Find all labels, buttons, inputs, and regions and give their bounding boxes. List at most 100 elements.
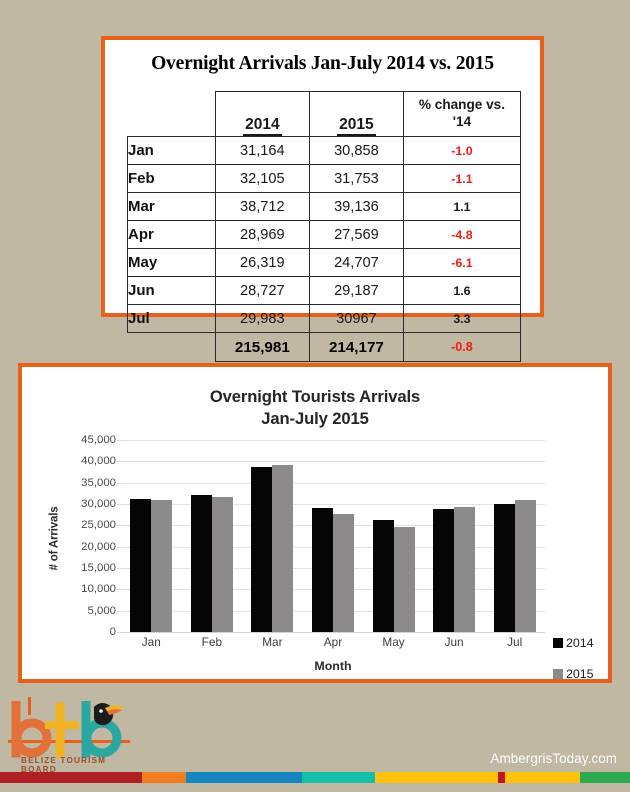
overnight-arrivals-table-panel: Overnight Arrivals Jan-July 2014 vs. 201…	[101, 36, 544, 362]
y-tick-mark	[117, 589, 121, 591]
bar-2015-Jun	[454, 507, 476, 632]
stripe-segment-2	[185, 772, 303, 783]
cell-v2014: 29,983	[214, 304, 310, 333]
cell-pct: 1.1	[402, 192, 522, 221]
bar-group	[493, 440, 536, 632]
y-tick-label: 30,000	[81, 498, 116, 510]
header-cell-blank	[128, 92, 216, 137]
cell-pct: -4.8	[402, 220, 522, 249]
gridline	[121, 461, 545, 463]
bar-2015-May	[393, 526, 415, 632]
x-axis-label: Month	[314, 659, 352, 673]
total-2015: 214,177	[308, 332, 404, 362]
chart-title-line1: Overnight Tourists Arrivals	[209, 387, 421, 406]
table-row: Jul 29,983 30967 3.3	[127, 304, 522, 333]
header-label-pct-line1: % change vs.	[418, 97, 506, 113]
cell-month: Jun	[127, 276, 216, 305]
cell-month: Apr	[127, 220, 216, 249]
legend-swatch-2015	[553, 669, 563, 679]
x-axis-tick-labels: Jan Feb Mar Apr May Jun Jul	[121, 635, 545, 649]
cell-v2015: 31,753	[308, 164, 404, 193]
header-label-2014: 2014	[243, 116, 282, 136]
y-axis-label: # of Arrivals	[47, 506, 61, 571]
y-tick-mark	[117, 546, 121, 548]
y-tick-label: 40,000	[81, 455, 116, 468]
overnight-tourists-chart-panel: Overnight Tourists Arrivals Jan-July 201…	[18, 363, 612, 683]
bar-2014-Jul	[493, 504, 515, 632]
arrivals-table-body: Jan 31,164 30,858 -1.0 Feb 32,105 31,753 -1.1 Ma…	[127, 136, 522, 333]
btb-logo: BELIZE TOURISM BOARD	[8, 697, 134, 774]
bar-2015-Mar	[272, 465, 294, 632]
bar-2014-Apr	[311, 508, 333, 632]
x-tick-label: Jun	[444, 635, 464, 649]
cell-month: Mar	[127, 192, 216, 221]
cell-v2014: 28,969	[214, 220, 310, 249]
legend-item-2014: 2014	[553, 636, 594, 650]
bar-2014-Mar	[251, 466, 273, 632]
bar-group	[372, 440, 415, 632]
y-tick-label: 0	[109, 626, 116, 638]
y-tick-mark	[117, 525, 121, 527]
gridline	[121, 482, 545, 484]
cell-pct: 3.3	[402, 304, 522, 333]
chart-title-line2: Jan-July 2015	[261, 408, 369, 428]
y-tick-mark	[117, 610, 121, 612]
plot-area	[117, 440, 545, 633]
legend-swatch-2014	[553, 638, 563, 648]
gridline	[121, 504, 545, 505]
bar-group	[251, 440, 294, 632]
table-row: Feb 32,105 31,753 -1.1	[127, 164, 522, 193]
stripe-segment-6	[505, 772, 580, 783]
legend-label-2014: 2014	[566, 636, 594, 650]
cell-v2015: 27,569	[308, 220, 404, 249]
logo-accent-bar-middle	[8, 740, 130, 743]
y-tick-mark	[117, 482, 121, 484]
stripe-segment-1	[141, 772, 186, 783]
logo-tagline: BELIZE TOURISM BOARD	[21, 756, 107, 774]
header-cell-2014: 2014	[214, 91, 310, 137]
stripe-segment-5	[497, 772, 506, 783]
x-tick-label: Feb	[201, 635, 222, 649]
cell-v2014: 26,319	[214, 248, 310, 277]
bar-2015-Feb	[211, 496, 233, 632]
watermark-amber gristoday: AmbergrisToday.com	[490, 751, 617, 766]
stripe-segment-4	[374, 772, 498, 783]
bar-2014-Feb	[190, 495, 212, 632]
y-tick-label: 25,000	[81, 519, 116, 532]
y-tick-mark	[117, 632, 121, 633]
logo-lettermark-icon	[11, 701, 124, 758]
x-tick-label: Mar	[262, 635, 283, 649]
bar-series-container	[121, 440, 545, 632]
chart-legend: 2014 2015	[553, 636, 594, 698]
plot-area-wrapper: # of Arrivals 0 5,000 10,000 15,000 20,000 25…	[22, 434, 608, 681]
table-row: Apr 28,969 27,569 -4.8	[127, 220, 522, 249]
y-tick-mark	[117, 440, 121, 441]
table-row: May 26,319 24,707 -6.1	[127, 248, 522, 277]
cell-v2015: 30967	[308, 304, 404, 333]
header-label-pct-line2: '14	[452, 114, 472, 129]
cell-month: Jan	[127, 136, 216, 165]
header-cell-2015: 2015	[308, 91, 404, 137]
y-tick-label: 45,000	[81, 434, 116, 446]
total-pct-change: -0.8	[402, 332, 522, 362]
x-tick-label: May	[382, 635, 405, 649]
gridline	[121, 440, 545, 441]
bar-group	[190, 440, 233, 632]
cell-v2015: 30,858	[308, 136, 404, 165]
x-tick-label: Jul	[507, 635, 523, 649]
stripe-segment-3	[302, 772, 375, 783]
table-title: Overnight Arrivals Jan-July 2014 vs. 201…	[151, 53, 494, 74]
y-tick-label: 15,000	[81, 562, 116, 574]
bar-2015-Apr	[332, 514, 354, 632]
bar-group	[311, 440, 354, 632]
bar-group	[130, 440, 173, 632]
bar-2014-Jan	[130, 499, 152, 632]
table-row: Jan 31,164 30,858 -1.0	[127, 136, 522, 165]
x-tick-label: Jan	[141, 635, 161, 649]
table-total-row: 215,981 214,177 -0.8	[128, 332, 522, 362]
x-tick-label: Apr	[323, 635, 343, 649]
y-tick-label: 35,000	[81, 476, 116, 489]
y-tick-label: 10,000	[81, 583, 116, 596]
bar-2015-Jan	[151, 500, 173, 632]
cell-v2015: 29,187	[308, 276, 404, 305]
